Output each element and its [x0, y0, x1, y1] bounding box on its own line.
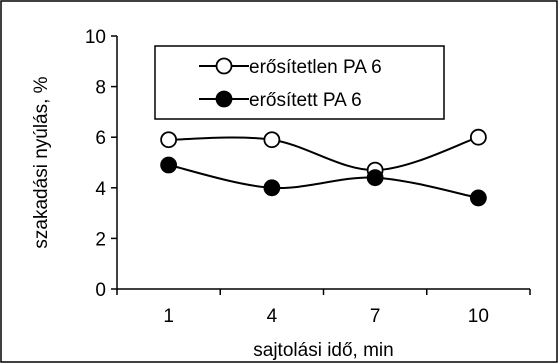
x-tick-label: 7 [370, 306, 381, 327]
legend-marker-1 [215, 57, 233, 75]
data-point-series-2-3 [366, 169, 384, 187]
legend-label-2: erősített PA 6 [249, 90, 362, 111]
data-point-series-1-2 [263, 131, 281, 149]
y-tick-label: 10 [85, 27, 106, 48]
x-tick-label: 1 [163, 306, 174, 327]
legend: erősítetlen PA 6 erősített PA 6 [154, 45, 445, 120]
data-point-series-2-2 [263, 179, 281, 197]
series-lines [168, 136, 479, 199]
y-tick-label: 8 [95, 78, 106, 99]
legend-label-1: erősítetlen PA 6 [249, 57, 382, 78]
data-point-series-2-4 [469, 189, 487, 207]
legend-box [154, 45, 445, 120]
series-line-2 [168, 164, 479, 199]
x-ticks: 1 4 7 10 [116, 289, 531, 327]
x-tick-label: 4 [267, 306, 278, 327]
series-points [160, 128, 487, 207]
x-tick-label: 10 [468, 306, 489, 327]
data-point-series-1-1 [160, 131, 178, 149]
y-tick-label: 4 [95, 179, 106, 200]
y-axis-label: szakadási nyúlás, % [31, 76, 52, 248]
y-tick-label: 0 [95, 280, 106, 301]
y-ticks: 0 2 4 6 8 10 [85, 27, 117, 301]
legend-marker-2 [215, 90, 233, 108]
data-point-series-2-1 [160, 156, 178, 174]
series-line-1 [168, 136, 479, 172]
y-tick-label: 6 [95, 128, 106, 149]
x-axis-label: sajtolási idő, min [253, 340, 393, 361]
data-point-series-1-4 [469, 128, 487, 146]
y-tick-label: 2 [95, 229, 106, 250]
